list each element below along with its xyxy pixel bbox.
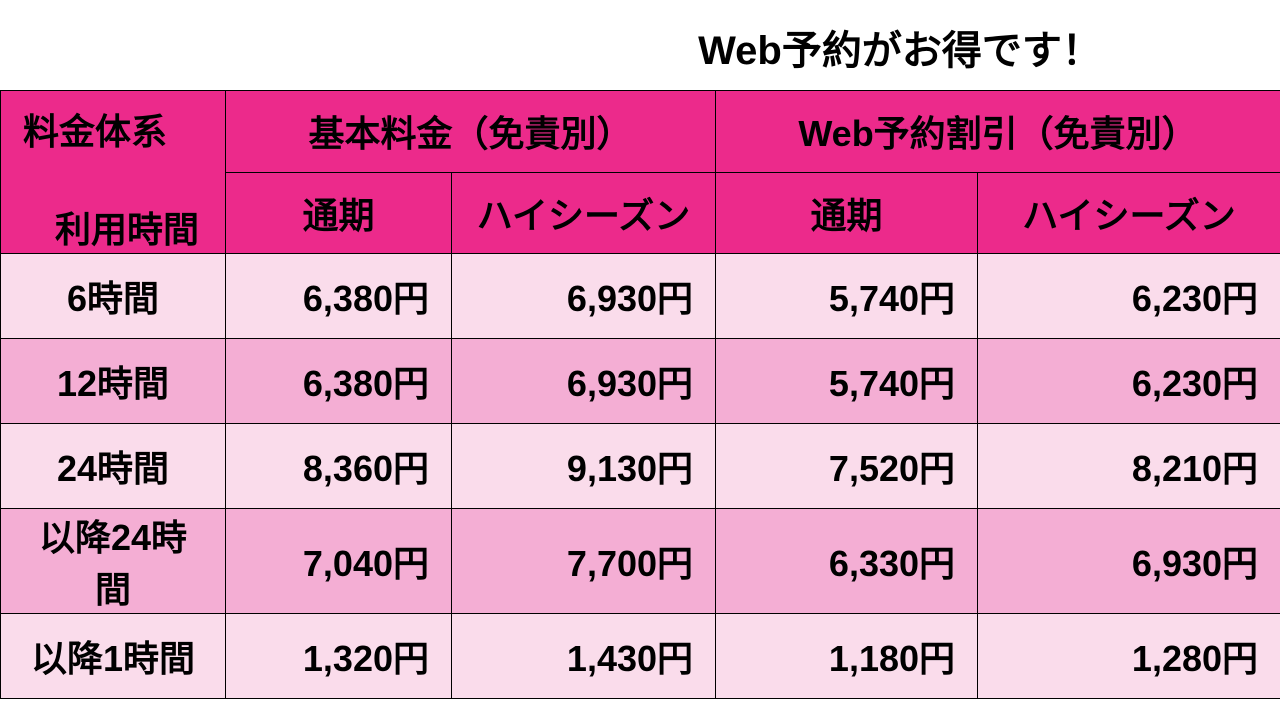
price-cell: 6,380円 <box>226 254 452 339</box>
price-cell: 7,520円 <box>716 424 978 509</box>
price-cell: 8,360円 <box>226 424 452 509</box>
price-cell: 5,740円 <box>716 254 978 339</box>
price-cell: 6,930円 <box>452 339 716 424</box>
price-cell: 6,930円 <box>452 254 716 339</box>
price-cell: 8,210円 <box>978 424 1280 509</box>
time-cell: 24時間 <box>1 424 226 509</box>
price-cell: 6,330円 <box>716 509 978 614</box>
price-cell: 7,040円 <box>226 509 452 614</box>
time-cell: 12時間 <box>1 339 226 424</box>
header-group-web: Web予約割引（免責別） <box>716 91 1280 173</box>
header-group-base: 基本料金（免責別） <box>226 91 716 173</box>
price-cell: 1,280円 <box>978 614 1280 699</box>
price-table: 料金体系 利用時間 基本料金（免責別） Web予約割引（免責別） 通期 ハイシー… <box>0 90 1280 699</box>
table-row: 24時間8,360円9,130円7,520円8,210円 <box>1 424 1280 509</box>
header-sub-web-high: ハイシーズン <box>978 172 1280 254</box>
price-cell: 5,740円 <box>716 339 978 424</box>
price-cell: 6,230円 <box>978 254 1280 339</box>
header-sub-base-regular: 通期 <box>226 172 452 254</box>
table-row: 以降24時間7,040円7,700円6,330円6,930円 <box>1 509 1280 614</box>
header-corner: 料金体系 利用時間 <box>1 91 226 254</box>
header-corner-bottom-label: 利用時間 <box>23 201 203 253</box>
time-cell: 6時間 <box>1 254 226 339</box>
time-cell: 以降1時間 <box>1 614 226 699</box>
header-sub-base-high: ハイシーズン <box>452 172 716 254</box>
price-cell: 1,180円 <box>716 614 978 699</box>
price-cell: 7,700円 <box>452 509 716 614</box>
page-title: Web予約がお得です！ <box>0 0 1280 90</box>
header-row-1: 料金体系 利用時間 基本料金（免責別） Web予約割引（免責別） <box>1 91 1280 173</box>
time-cell: 以降24時間 <box>1 509 226 614</box>
price-table-body: 6時間6,380円6,930円5,740円6,230円12時間6,380円6,9… <box>1 254 1280 699</box>
price-cell: 9,130円 <box>452 424 716 509</box>
header-sub-web-regular: 通期 <box>716 172 978 254</box>
table-row: 6時間6,380円6,930円5,740円6,230円 <box>1 254 1280 339</box>
price-cell: 1,320円 <box>226 614 452 699</box>
price-table-head: 料金体系 利用時間 基本料金（免責別） Web予約割引（免責別） 通期 ハイシー… <box>1 91 1280 254</box>
table-row: 12時間6,380円6,930円5,740円6,230円 <box>1 339 1280 424</box>
price-cell: 6,930円 <box>978 509 1280 614</box>
price-cell: 6,230円 <box>978 339 1280 424</box>
header-corner-top-label: 料金体系 <box>23 111 167 152</box>
table-row: 以降1時間1,320円1,430円1,180円1,280円 <box>1 614 1280 699</box>
price-cell: 1,430円 <box>452 614 716 699</box>
price-cell: 6,380円 <box>226 339 452 424</box>
